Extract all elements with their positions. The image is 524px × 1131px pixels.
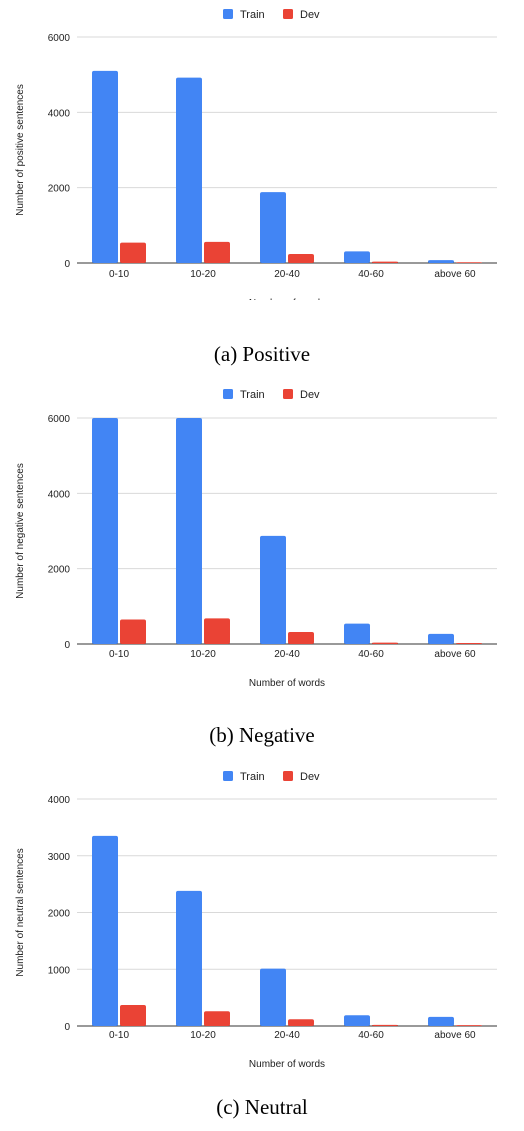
bar-train-above-60 [428,260,454,263]
bar-dev-0-10 [120,1005,146,1026]
chart-panel-neutral: Train Dev 0 1000 2000 3000 4000 0-10 10-20 20-40 4… [0,764,524,1082]
bar-train-above-60 [428,633,454,644]
bar-train-40-60 [344,251,370,263]
bar-train-0-10 [92,418,118,644]
bar-dev-above-60 [456,643,482,644]
y-axis-title: Number of neutral sentences [15,848,26,976]
bar-dev-40-60 [372,261,398,263]
bar-train-40-60 [344,1015,370,1026]
bar-train-20-40 [260,192,286,263]
bar-dev-0-10 [120,242,146,263]
bar-train-10-20 [176,890,202,1026]
bar-dev-10-20 [204,1011,230,1026]
bar-train-20-40 [260,968,286,1026]
x-tick-label: above 60 [434,269,476,280]
x-tick-label: 0-10 [109,649,129,660]
x-tick-label: 0-10 [109,269,129,280]
x-axis-title: Number of words [249,298,325,300]
x-axis-title: Number of words [249,1059,325,1070]
x-tick-label: above 60 [434,649,476,660]
bar-dev-40-60 [372,642,398,644]
legend-swatch-dev [283,389,293,399]
legend-swatch-train [223,389,233,399]
chart-caption-neutral: (c) Neutral [216,1095,308,1119]
y-tick-label: 0 [64,640,70,651]
x-tick-label: 10-20 [190,269,216,280]
y-tick-label: 4000 [48,795,71,806]
chart-svg-neutral: Train Dev 0 1000 2000 3000 4000 0-10 10-20 20-40 4… [15,771,497,1070]
y-tick-label: 3000 [48,852,71,863]
x-tick-label: 40-60 [358,1030,384,1041]
legend-label-train: Train [240,771,265,783]
y-axis-title: Number of negative sentences [15,463,26,599]
legend-label-train: Train [240,9,265,21]
y-tick-label: 6000 [48,33,71,44]
bar-dev-20-40 [288,253,314,263]
chart-panel-positive: Train Dev 0 2000 4000 6000 0-10 10-20 20-40 40-60… [0,0,524,300]
bar-train-0-10 [92,70,118,264]
bar-dev-20-40 [288,631,314,644]
legend-label-dev: Dev [300,771,320,783]
bar-train-20-40 [260,535,286,644]
x-tick-label: 40-60 [358,649,384,660]
chart-caption-negative: (b) Negative [209,723,315,747]
legend-label-dev: Dev [300,9,320,21]
legend-swatch-train [223,9,233,19]
x-tick-label: 20-40 [274,649,300,660]
legend-swatch-dev [283,9,293,19]
bar-train-40-60 [344,623,370,644]
bar-train-0-10 [92,835,118,1026]
x-tick-label: 10-20 [190,649,216,660]
x-tick-label: 20-40 [274,1030,300,1041]
y-tick-label: 2000 [48,909,71,920]
chart-svg-negative: Train Dev 0 2000 4000 6000 0-10 10-20 20-40 40-60… [15,389,497,689]
x-axis-title: Number of words [249,678,325,689]
bar-dev-10-20 [204,618,230,644]
y-tick-label: 1000 [48,965,71,976]
y-tick-label: 2000 [48,565,71,576]
legend-swatch-dev [283,771,293,781]
y-tick-label: 2000 [48,184,71,195]
chart-caption-positive: (a) Positive [213,342,311,366]
x-tick-label: above 60 [434,1030,476,1041]
chart-svg-positive: Train Dev 0 2000 4000 6000 0-10 10-20 20-40 40-60… [15,9,497,300]
x-tick-label: 20-40 [274,269,300,280]
legend-swatch-train [223,771,233,781]
bar-train-10-20 [176,77,202,264]
bar-dev-0-10 [120,619,146,644]
bar-dev-20-40 [288,1019,314,1026]
x-tick-label: 40-60 [358,269,384,280]
legend-label-dev: Dev [300,389,320,401]
bar-train-above-60 [428,1016,454,1026]
legend-label-train: Train [240,389,265,401]
y-tick-label: 4000 [48,489,71,500]
x-tick-label: 0-10 [109,1030,129,1041]
x-tick-label: 10-20 [190,1030,216,1041]
y-tick-label: 0 [64,1022,70,1033]
y-tick-label: 4000 [48,108,71,119]
y-axis-title: Number of positive sentences [15,84,26,216]
bar-dev-above-60 [456,1025,482,1026]
y-tick-label: 0 [64,259,70,270]
bar-train-10-20 [176,418,202,644]
y-tick-label: 6000 [48,414,71,425]
bar-dev-above-60 [456,262,482,263]
bar-dev-40-60 [372,1024,398,1026]
chart-panel-negative: Train Dev 0 2000 4000 6000 0-10 10-20 20-40 40-60… [0,381,524,694]
bar-dev-10-20 [204,241,230,263]
